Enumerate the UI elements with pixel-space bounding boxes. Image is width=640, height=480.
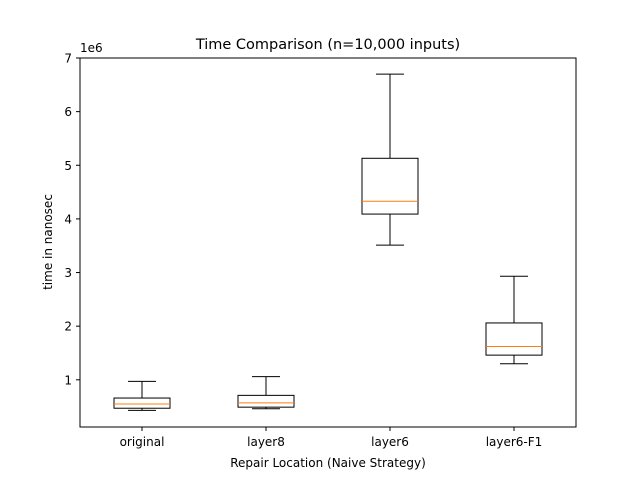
plot-marks <box>113 73 543 411</box>
x-tick-label: layer8 <box>247 435 285 449</box>
axis-ticks: original layer8 layer6 layer6-F1 1 2 3 4 5 6 7 <box>64 52 542 450</box>
box-iqr <box>485 322 543 356</box>
y-tick-label: 6 <box>64 105 72 119</box>
y-tick-label: 5 <box>64 159 72 173</box>
box-layer6-F1 <box>485 275 543 365</box>
y-offset-label: 1e6 <box>80 41 103 55</box>
y-tick-label: 2 <box>64 320 72 334</box>
box-iqr <box>113 397 171 409</box>
y-axis-label: time in nanosec <box>41 194 55 290</box>
chart-title: Time Comparison (n=10,000 inputs) <box>195 37 460 53</box>
x-tick-label: original <box>120 435 165 449</box>
y-tick-label: 4 <box>64 212 72 226</box>
plot-frame <box>79 57 577 428</box>
y-tick-label: 7 <box>64 52 72 66</box>
box-layer8 <box>237 376 295 410</box>
x-axis-label: Repair Location (Naive Strategy) <box>230 456 426 470</box>
y-tick-label: 3 <box>64 266 72 280</box>
box-iqr <box>361 157 419 215</box>
x-tick-label: layer6-F1 <box>486 435 543 449</box>
box-layer6 <box>361 73 419 246</box>
box-original <box>113 380 171 411</box>
y-tick-label: 1 <box>64 373 72 387</box>
box-iqr <box>237 394 295 408</box>
x-tick-label: layer6 <box>371 435 409 449</box>
